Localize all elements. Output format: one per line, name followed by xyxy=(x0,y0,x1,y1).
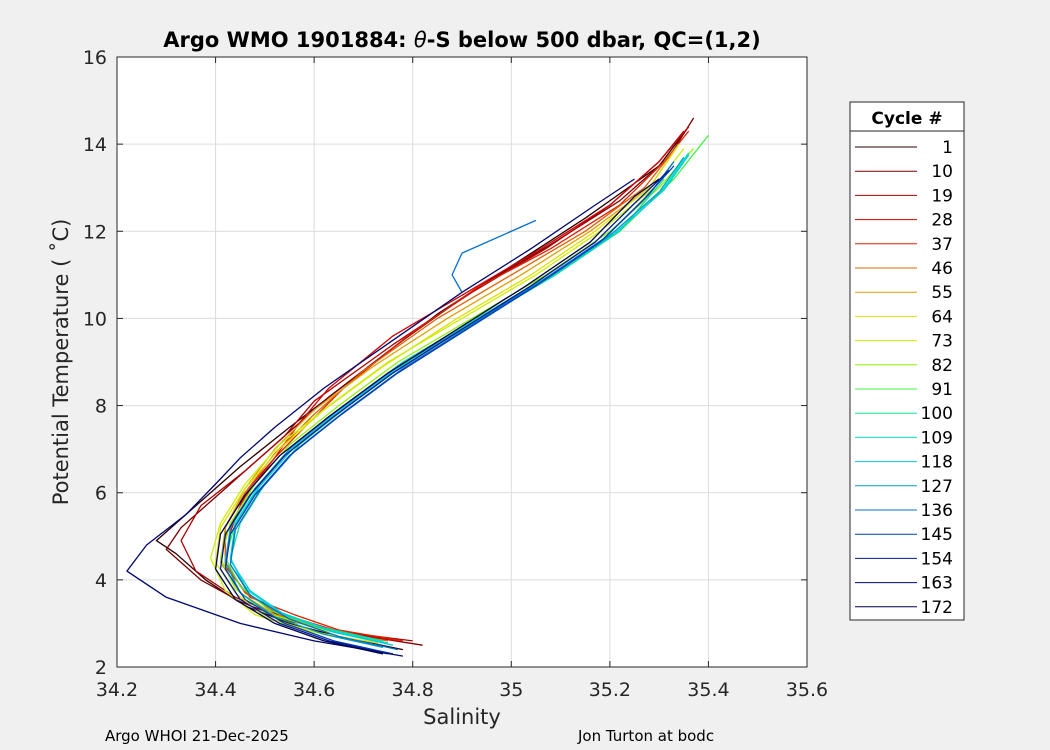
legend-label: 154 xyxy=(921,549,953,569)
footer-left: Argo WHOI 21-Dec-2025 xyxy=(105,727,289,745)
legend-label: 37 xyxy=(931,235,953,255)
legend-label: 19 xyxy=(931,186,953,206)
legend-label: 172 xyxy=(921,598,953,618)
legend-box xyxy=(849,101,965,621)
legend-label: 136 xyxy=(921,501,953,521)
legend-label: 28 xyxy=(931,211,953,231)
legend-label: 118 xyxy=(921,453,953,473)
series-line xyxy=(155,126,690,651)
x-tick-label: 34.2 xyxy=(96,679,138,701)
series-line xyxy=(219,169,670,655)
series-line xyxy=(126,178,635,657)
series-line xyxy=(229,154,690,646)
legend-label: 46 xyxy=(931,259,953,279)
x-tick-label: 35.4 xyxy=(687,679,729,701)
series-line xyxy=(214,178,660,655)
legend-label: 163 xyxy=(921,574,953,594)
series-line xyxy=(219,143,680,642)
legend: Cycle # 1 10 19 28 37 46 55 64 73 82 91 100 109 118 12… xyxy=(849,101,965,621)
x-tick-label: 34.8 xyxy=(392,679,434,701)
y-tick-label: 14 xyxy=(83,134,107,156)
x-ticks: 34.2 34.4 34.6 34.8 35 35.2 35.4 35.6 xyxy=(96,57,828,701)
series-line xyxy=(219,148,695,642)
x-tick-label: 34.6 xyxy=(293,679,335,701)
x-tick-label: 35.2 xyxy=(589,679,631,701)
legend-label: 55 xyxy=(931,283,953,303)
legend-label: 82 xyxy=(931,356,953,376)
plot-area xyxy=(117,57,807,667)
series-line xyxy=(224,165,675,655)
y-axis-label: Potential Temperature ( ˚C) xyxy=(49,219,73,506)
legend-label: 91 xyxy=(931,380,953,400)
series-line xyxy=(451,219,537,293)
y-tick-label: 4 xyxy=(95,570,107,592)
x-tick-label: 35 xyxy=(499,679,523,701)
x-axis-label: Salinity xyxy=(423,705,501,729)
legend-label: 1 xyxy=(942,138,953,158)
x-tick-label: 35.6 xyxy=(786,679,828,701)
plot-frame xyxy=(116,56,808,668)
y-tick-label: 8 xyxy=(95,396,107,418)
chart-title: Argo WMO 1901884: θ-S below 500 dbar, QC… xyxy=(163,28,760,52)
y-tick-label: 6 xyxy=(95,483,107,505)
series-line xyxy=(209,148,685,644)
legend-label: 64 xyxy=(931,307,953,327)
legend-title: Cycle # xyxy=(871,109,942,129)
legend-items: 1 10 19 28 37 46 55 64 73 82 91 100 109 118 127 136 145 1… xyxy=(855,138,953,618)
legend-label: 73 xyxy=(931,332,953,352)
series-layer xyxy=(126,117,709,657)
legend-label: 100 xyxy=(921,404,953,424)
legend-label: 109 xyxy=(921,428,953,448)
y-tick-label: 12 xyxy=(83,221,107,243)
y-tick-label: 10 xyxy=(83,308,107,330)
y-ticks: 2 4 6 8 10 12 14 16 xyxy=(83,47,807,679)
y-tick-label: 16 xyxy=(83,47,107,69)
legend-label: 127 xyxy=(921,477,953,497)
legend-label: 145 xyxy=(921,525,953,545)
y-tick-label: 2 xyxy=(95,657,107,679)
footer-right: Jon Turton at bodc xyxy=(577,727,714,745)
series-line xyxy=(224,143,680,642)
x-tick-label: 34.4 xyxy=(194,679,236,701)
legend-label: 10 xyxy=(931,162,953,182)
